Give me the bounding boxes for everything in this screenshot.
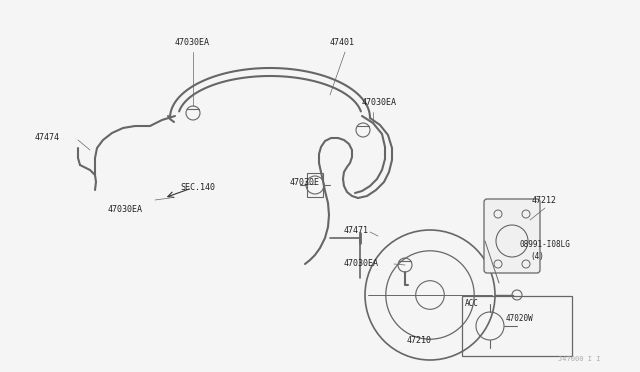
Text: 47474: 47474	[35, 133, 60, 142]
Text: 47212: 47212	[532, 196, 557, 205]
Text: 08991-I08LG: 08991-I08LG	[520, 240, 571, 249]
Bar	[462, 296, 572, 356]
Text: 47030EA: 47030EA	[175, 38, 210, 47]
Text: ACC: ACC	[465, 299, 479, 308]
FancyBboxPatch shape	[484, 199, 540, 273]
Text: 47030E: 47030E	[290, 178, 320, 187]
Text: 47210: 47210	[407, 336, 432, 345]
Circle shape	[496, 225, 528, 257]
Text: 47401: 47401	[330, 38, 355, 47]
Text: 47030EA: 47030EA	[362, 98, 397, 107]
Text: 47020W: 47020W	[506, 314, 534, 323]
Text: (4): (4)	[530, 252, 544, 261]
Bar	[307, 173, 323, 197]
Text: SEC.140: SEC.140	[180, 183, 215, 192]
Text: 47471: 47471	[344, 226, 369, 235]
Text: 47030EA: 47030EA	[108, 205, 143, 214]
Text: J47000 I I: J47000 I I	[558, 356, 600, 362]
Text: 47030EA: 47030EA	[344, 259, 379, 268]
